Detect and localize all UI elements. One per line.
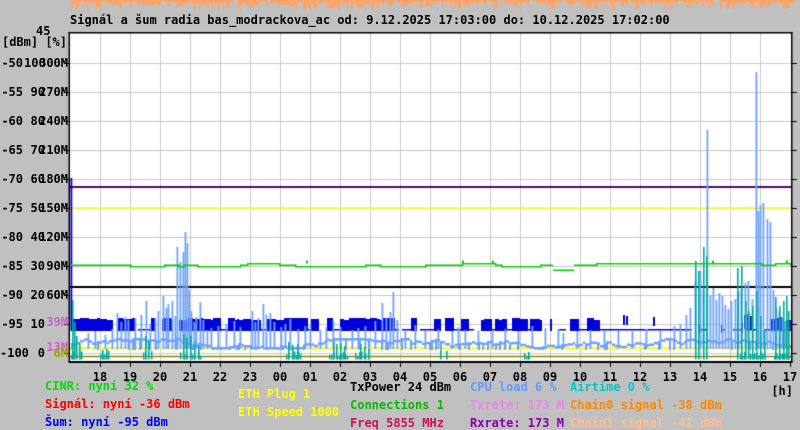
legend-item: Airtime 0 % <box>570 380 650 394</box>
y-axis-marker-label: 6M <box>53 346 68 360</box>
y-axis-label-pct: 60 <box>30 172 45 186</box>
x-axis-unit-label: [h] <box>771 384 793 398</box>
y-axis-label-rate: 150M <box>39 201 68 215</box>
y-axis-marker-label: 39M <box>46 315 68 329</box>
cropped-axis-label-above: 45 <box>36 24 51 38</box>
y-axis-label-rate: 270M <box>39 85 68 99</box>
x-axis-label-hour: 09 <box>542 370 558 384</box>
y-axis-label-pct: 80 <box>30 114 45 128</box>
y-axis-label-dbm: -55 <box>1 85 23 99</box>
y-axis-label-dbm: -90 <box>1 288 23 302</box>
x-axis-label-hour: 13 <box>662 370 678 384</box>
y-axis-label-dbm: -85 <box>1 259 23 273</box>
x-axis-label-hour: 14 <box>692 370 708 384</box>
x-axis-label-hour: 20 <box>152 370 168 384</box>
x-axis-label-hour: 03 <box>362 370 378 384</box>
x-axis-label-hour: 21 <box>182 370 198 384</box>
y-axis-label-rate: 210M <box>39 143 68 157</box>
x-axis-label-hour: 07 <box>482 370 498 384</box>
x-axis-label-hour: 16 <box>752 370 768 384</box>
legend-item: Connections 1 <box>350 398 444 412</box>
y-axis-label-dbm: -95 <box>1 317 23 331</box>
legend-item: ETH Plug 1 <box>238 387 311 401</box>
y-axis-label-pct: 70 <box>30 143 45 157</box>
legend-item: Šum: nyní -95 dBm <box>45 415 168 429</box>
legend-item: TxPower 24 dBm <box>350 380 452 394</box>
y-axis-label-dbm: -75 <box>1 201 23 215</box>
legend-item: Freq 5855 MHz <box>350 416 444 430</box>
x-axis-label-hour: 10 <box>572 370 588 384</box>
x-axis-label-hour: 18 <box>92 370 108 384</box>
legend-item: Txrate: 173 M <box>470 398 564 412</box>
x-axis-label-hour: 01 <box>302 370 318 384</box>
x-axis-label-hour: 23 <box>242 370 258 384</box>
y-axis-label-dbm: -70 <box>1 172 23 186</box>
y-axis-label-pct: 50 <box>30 201 45 215</box>
y-axis-label-rate: 300M <box>39 56 68 70</box>
legend-item: Chain0 signal -38 dBm <box>570 398 722 412</box>
y-axis-label-dbm: -80 <box>1 230 23 244</box>
y-axis-label-pct: 100 <box>24 56 46 70</box>
y-axis-label-pct: 10 <box>30 317 45 331</box>
legend-item: ETH Speed 1000 <box>238 405 340 419</box>
x-axis-label-hour: 04 <box>392 370 408 384</box>
x-axis-label-hour: 05 <box>422 370 438 384</box>
y-axis-label-rate: 60M <box>46 288 68 302</box>
legend-item: CPU load 6 % <box>470 380 557 394</box>
legend-item: Rxrate: 173 M <box>470 416 564 430</box>
y-axis-label-rate: 120M <box>39 230 68 244</box>
x-axis-label-hour: 12 <box>632 370 648 384</box>
x-axis-label-hour: 15 <box>722 370 738 384</box>
legend-item: Signál: nyní -36 dBm <box>45 397 190 411</box>
y-axis-marker-label: 13M <box>46 340 68 354</box>
y-axis-label-pct: 90 <box>30 85 45 99</box>
x-axis-label-hour: 19 <box>122 370 138 384</box>
x-axis-label-hour: 00 <box>272 370 288 384</box>
y-axis-label-dbm: -100 <box>0 346 29 360</box>
y-axis-unit-label: [dBm] [%] <box>1 35 67 49</box>
legend-item: Chain1 signal -41 dBm <box>570 416 722 430</box>
y-axis-label-rate: 240M <box>39 114 68 128</box>
x-axis-label-hour: 17 <box>782 370 798 384</box>
page-title: Signál a šum radia bas_modrackova_ac od:… <box>70 13 670 27</box>
y-axis-label-dbm: -50 <box>1 56 23 70</box>
y-axis-label-pct: 40 <box>30 230 45 244</box>
y-axis-label-rate: 90M <box>46 259 68 273</box>
x-axis-label-hour: 22 <box>212 370 228 384</box>
y-axis-label-pct: 30 <box>30 259 45 273</box>
x-axis-label-hour: 08 <box>512 370 528 384</box>
x-axis-label-hour: 06 <box>452 370 468 384</box>
y-axis-label-dbm: -60 <box>1 114 23 128</box>
legend-item: CINR: nyní 32 % <box>45 379 154 393</box>
y-axis-label-pct: 20 <box>30 288 45 302</box>
y-axis-label-pct: 0 <box>37 346 45 360</box>
y-axis-label-dbm: -65 <box>1 143 23 157</box>
x-axis-label-hour: 02 <box>332 370 348 384</box>
y-axis-label-rate: 180M <box>39 172 68 186</box>
x-axis-label-hour: 11 <box>602 370 618 384</box>
